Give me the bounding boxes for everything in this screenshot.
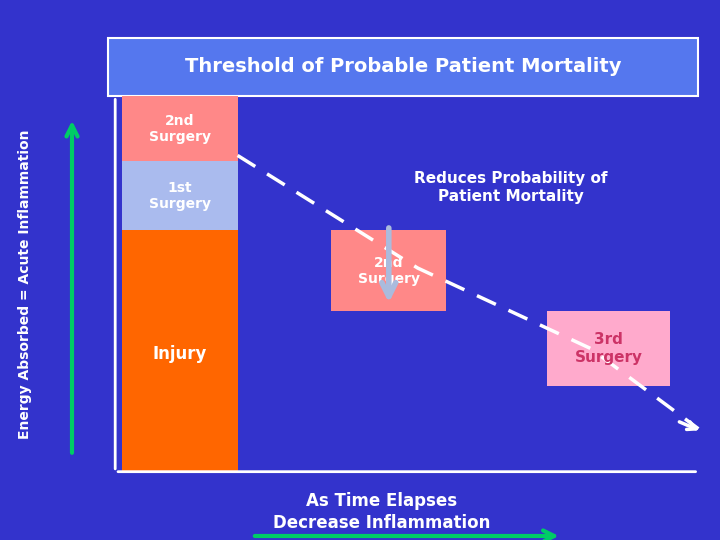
FancyBboxPatch shape (331, 231, 446, 311)
FancyBboxPatch shape (122, 97, 238, 161)
Text: Decrease Inflammation: Decrease Inflammation (273, 514, 490, 531)
Text: 1st
Surgery: 1st Surgery (149, 180, 211, 211)
FancyBboxPatch shape (122, 161, 238, 231)
Text: Energy Absorbed = Acute Inflammation: Energy Absorbed = Acute Inflammation (18, 129, 32, 439)
FancyBboxPatch shape (122, 231, 238, 471)
Text: Injury: Injury (153, 345, 207, 363)
Text: 3rd
Surgery: 3rd Surgery (575, 332, 642, 365)
FancyBboxPatch shape (108, 37, 698, 97)
Text: Reduces Probability of
Patient Mortality: Reduces Probability of Patient Mortality (415, 171, 608, 204)
Text: As Time Elapses: As Time Elapses (306, 492, 457, 510)
Text: 2nd
Surgery: 2nd Surgery (149, 113, 211, 144)
Text: Threshold of Probable Patient Mortality: Threshold of Probable Patient Mortality (185, 57, 621, 77)
FancyBboxPatch shape (547, 311, 670, 386)
Text: 2nd
Surgery: 2nd Surgery (358, 255, 420, 286)
